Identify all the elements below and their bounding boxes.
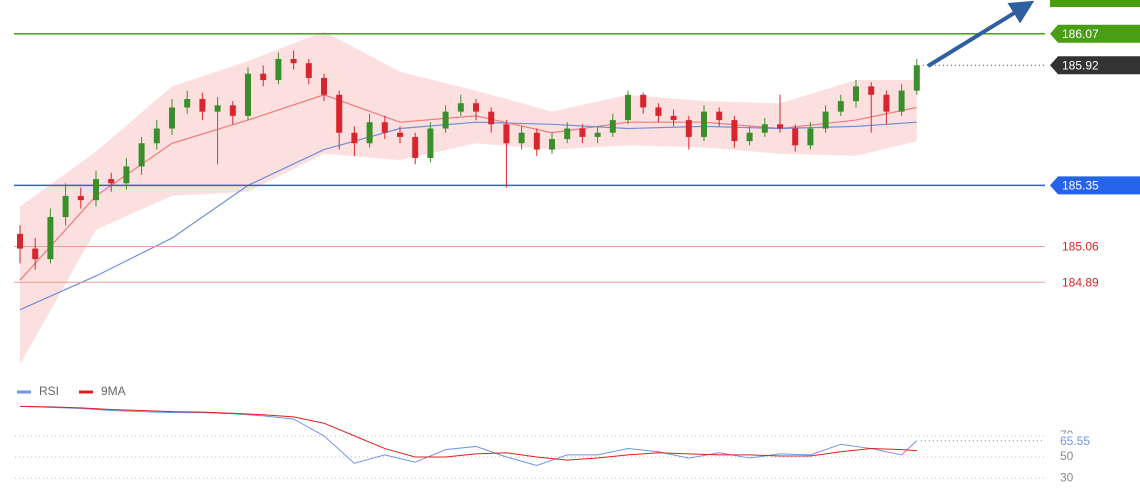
level-label: 185.06 [1062,240,1099,254]
candle-body [792,128,799,146]
candle-body [138,143,145,167]
candle-body [199,99,206,112]
candle-body [108,179,115,184]
candle-body [685,120,692,137]
candle-body [807,128,814,146]
candle-body [17,233,23,249]
candle-body [77,195,84,201]
candle-body [229,105,236,116]
candle-body [609,120,616,133]
candle-body [837,101,844,112]
candle-body [397,132,403,137]
candle-body [321,77,327,95]
level-label: 185.35 [1062,179,1099,193]
candle-body [381,122,388,133]
last-price-tag [1050,56,1140,75]
rsi-last-bg [1056,433,1096,448]
candle-body [655,107,662,116]
candle-body [62,195,69,217]
candle-body [777,124,783,129]
candle-body [549,139,555,150]
candle-body [731,120,738,142]
candle-body [853,86,859,102]
candle-body [594,132,601,137]
candle-body [336,94,343,133]
candle-body [761,124,768,133]
candle-body [366,122,373,144]
candle-body [898,90,905,112]
candle-body [184,99,191,108]
trend-arrow [926,0,1035,68]
level-tag [1050,176,1140,195]
candle-body [579,128,586,137]
candle-body [290,58,297,64]
candle-body [670,115,677,121]
candle-body [93,179,99,201]
candle-body [701,111,707,137]
candle-body [822,111,829,129]
candle-body [746,132,753,142]
rsi-last-label: 65.55 [1060,434,1090,448]
candle-body [640,94,647,108]
candle-body [473,103,479,112]
candle-body [518,132,525,144]
candle-body [32,248,39,260]
candle-body [305,63,312,78]
price-panel: 186.07 185.35 185.06 184.89 185.92 [14,24,1140,365]
candle-body [275,58,282,81]
legend-label: RSI [39,384,59,398]
legend-label: 9MA [101,384,126,398]
candle-body [442,111,449,129]
level-label: 186.07 [1062,27,1099,41]
candle-body [123,166,130,184]
candle-body [153,128,160,144]
candle-body [245,73,251,116]
rsi-panel: 305070RSI9MA65.55 [15,384,1096,484]
candle-body [503,124,510,144]
candle-body [625,94,631,121]
level-label: 184.89 [1062,275,1099,289]
candle-body [427,128,434,159]
candle-body [564,128,571,140]
candle-body [716,111,723,121]
candle-body [351,132,358,144]
level-tag-edge [1050,0,1140,7]
candle-body [883,94,890,112]
rsi-line [19,405,918,466]
y-tick-label: 50 [1060,449,1074,463]
last-price-label: 185.92 [1062,58,1099,72]
level-tag [1050,24,1140,43]
y-tick-label: 30 [1060,470,1074,484]
candle-body [457,103,464,112]
candle-body [533,132,540,150]
bollinger-band [20,31,917,365]
candle-body [913,65,920,91]
candle-body [412,136,419,159]
candle-body [169,107,175,129]
candle-body [47,216,54,260]
candle-body [868,86,875,95]
candle-body [488,111,495,125]
rsi-line [19,405,917,461]
candle-body [214,105,221,112]
candle-body [260,73,267,81]
